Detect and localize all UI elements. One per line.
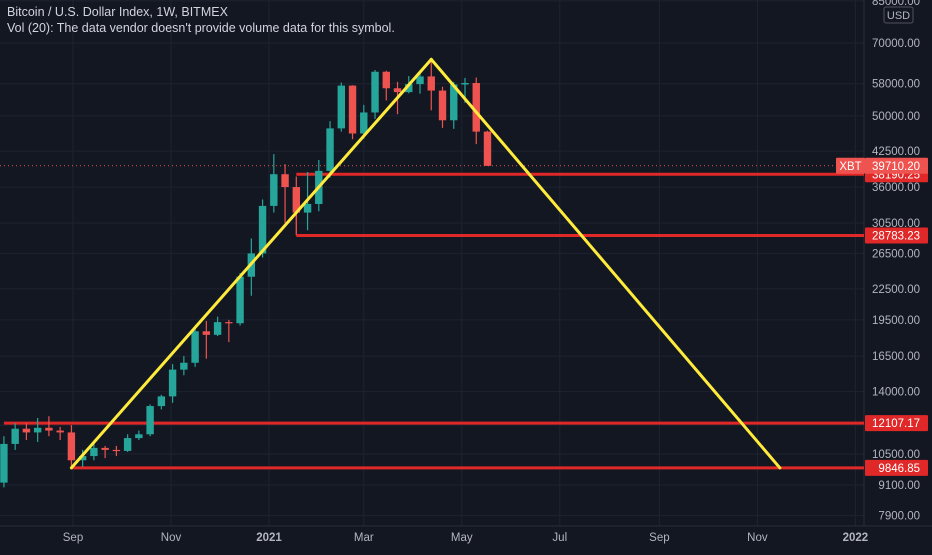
time-tick-label: Mar xyxy=(354,532,374,544)
candle-body xyxy=(56,430,64,433)
candle-body xyxy=(450,84,458,121)
candle-body xyxy=(135,434,143,439)
candle-body xyxy=(416,76,424,85)
candle-body xyxy=(483,131,492,166)
candle-body xyxy=(258,205,267,254)
grid-lines xyxy=(0,0,864,526)
price-tick-label: 70000.00 xyxy=(872,38,920,50)
price-tick-label: 16500.00 xyxy=(872,351,920,363)
candle-body xyxy=(405,84,413,93)
price-tick-label: 14000.00 xyxy=(872,387,920,399)
candle-body xyxy=(180,362,188,370)
time-tick-label: 2021 xyxy=(256,532,282,544)
candle-body xyxy=(427,76,435,91)
candle-body xyxy=(371,71,379,113)
symbol-badge xyxy=(836,157,865,174)
candle-body xyxy=(326,128,334,171)
level-price-tag xyxy=(865,459,928,476)
candle-body xyxy=(11,428,19,444)
time-axis: Sep Nov 2021 Mar May Jul Sep Nov 2022 xyxy=(0,525,932,544)
candle-body xyxy=(472,82,480,132)
candle-body xyxy=(22,428,31,433)
candle-body xyxy=(191,331,199,363)
time-tick-label: Sep xyxy=(63,532,83,544)
price-tick-label: 7900.00 xyxy=(878,511,920,523)
price-tick-label: 36000.00 xyxy=(872,182,920,194)
price-tick-label: 10500.00 xyxy=(872,449,920,461)
candle-body xyxy=(146,406,154,435)
candle-body xyxy=(213,322,222,335)
price-tick-label: 22500.00 xyxy=(872,284,920,296)
candle-body xyxy=(337,85,345,129)
candle-body xyxy=(393,88,402,93)
currency-label: USD xyxy=(887,10,910,22)
time-tick-label: Nov xyxy=(747,532,768,544)
candle-body xyxy=(225,322,233,324)
trendlines xyxy=(69,57,782,470)
level-price-label: 12107.17 xyxy=(872,418,920,430)
price-tick-label: 42500.00 xyxy=(872,146,920,158)
candles xyxy=(0,59,492,488)
candle-body xyxy=(236,276,244,324)
candle-body xyxy=(112,449,121,452)
candle-body xyxy=(281,174,289,188)
candle-body xyxy=(168,369,177,397)
price-tick-label: 9100.00 xyxy=(878,480,920,492)
trend-line xyxy=(429,57,782,470)
candle-body xyxy=(303,203,312,213)
candle-body xyxy=(45,427,53,431)
time-tick-label: Nov xyxy=(161,532,182,544)
candle-body xyxy=(157,396,166,407)
level-price-tag xyxy=(865,227,928,244)
candle-body xyxy=(0,443,8,483)
candle-body xyxy=(33,427,42,433)
candle-body xyxy=(123,438,132,451)
candle-body xyxy=(270,174,278,206)
price-tick-label: 50000.00 xyxy=(872,111,920,123)
candle-body xyxy=(292,187,301,213)
time-tick-label: Jul xyxy=(552,532,567,544)
candle-body xyxy=(360,112,368,134)
currency-badge xyxy=(883,6,914,24)
price-tick-label: 30500.00 xyxy=(872,218,920,230)
last-price-tag xyxy=(865,157,928,174)
trend-line xyxy=(69,57,433,470)
last-price-label: 39710.20 xyxy=(872,161,920,173)
candle-body xyxy=(382,71,390,89)
candle-body xyxy=(438,90,447,121)
price-axis: 85000.00 70000.00 58000.00 50000.00 42500.00… xyxy=(863,0,920,526)
time-tick-label: 2022 xyxy=(843,532,869,544)
price-tick-label: 58000.00 xyxy=(872,79,920,91)
candle-body xyxy=(67,432,76,461)
candle-body xyxy=(348,85,357,134)
level-price-label: 9846.85 xyxy=(878,463,920,475)
candle-body xyxy=(101,447,109,450)
time-tick-label: May xyxy=(451,532,473,544)
price-tick-label: 85000.00 xyxy=(872,0,920,8)
level-price-tag xyxy=(865,415,928,432)
candle-body xyxy=(90,447,98,457)
candle-body xyxy=(202,331,211,335)
price-tick-label: 26500.00 xyxy=(872,248,920,260)
price-tick-label: 19500.00 xyxy=(872,315,920,327)
candle-body xyxy=(78,456,87,461)
time-tick-label: Sep xyxy=(649,532,669,544)
level-price-label: 28783.23 xyxy=(872,231,920,243)
symbol-badge-label: XBT xyxy=(839,161,861,173)
candle-body xyxy=(461,82,469,85)
